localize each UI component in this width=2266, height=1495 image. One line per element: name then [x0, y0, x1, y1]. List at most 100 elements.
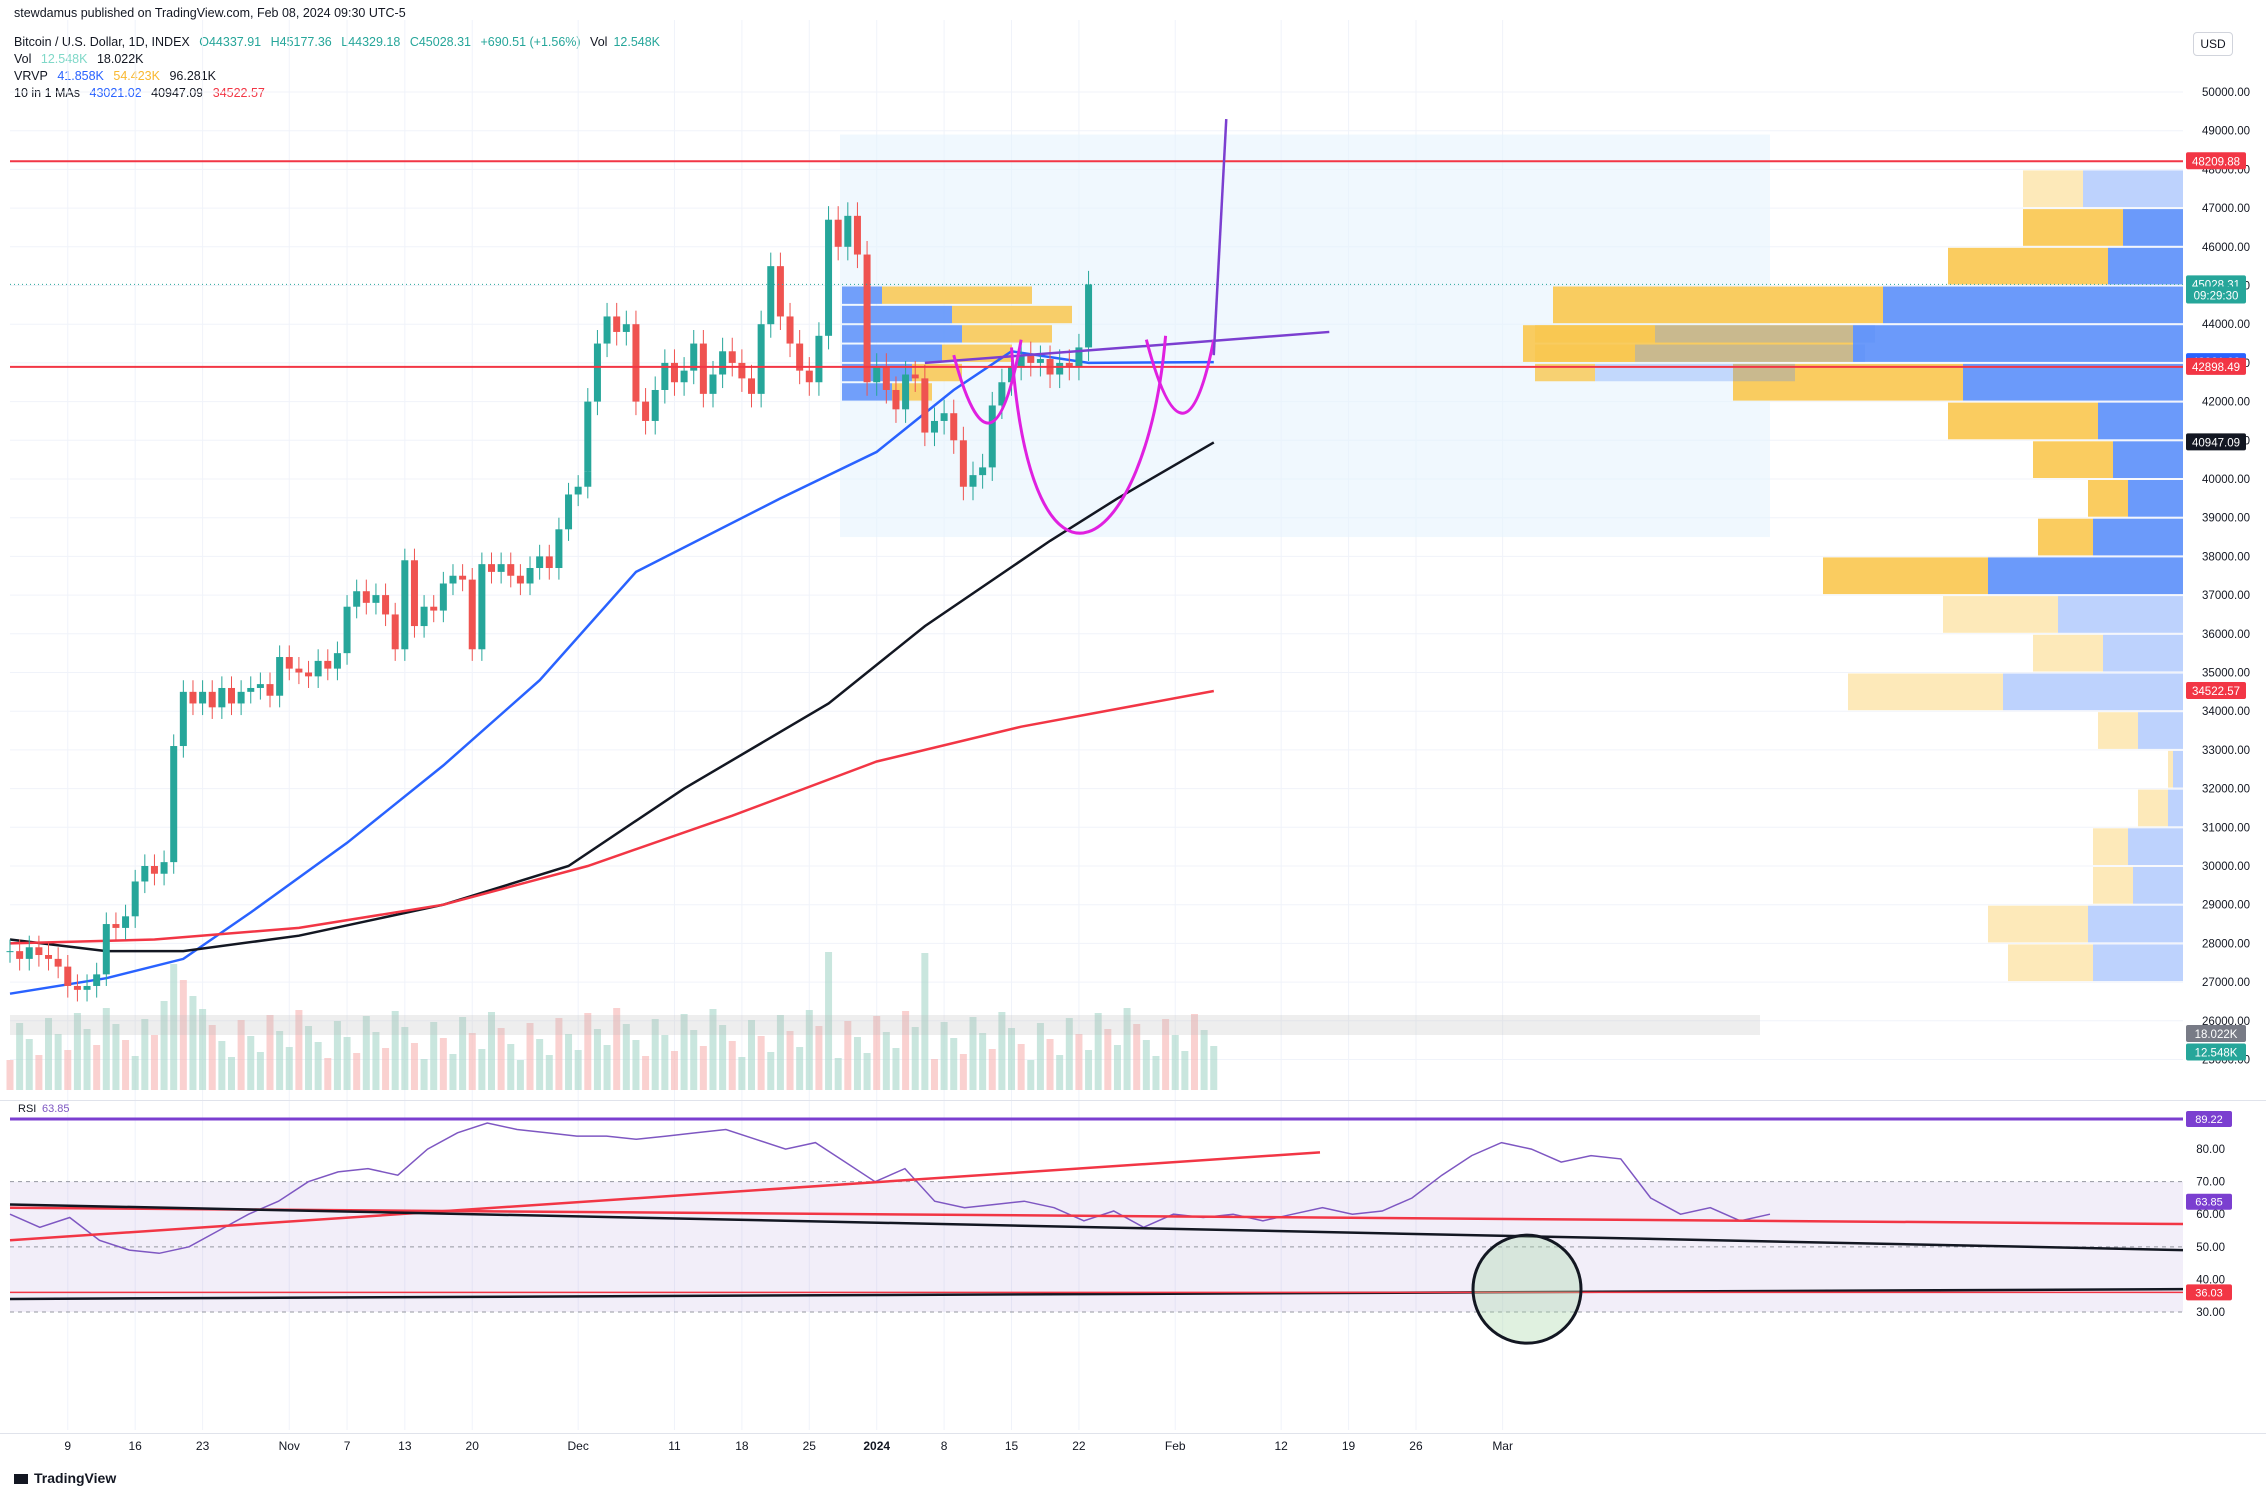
volume-bar [584, 1013, 592, 1090]
price-tick-label: 37000.00 [2202, 590, 2250, 602]
price-tick-label: 47000.00 [2202, 203, 2250, 215]
price-tick-label: 46000.00 [2202, 242, 2250, 254]
symbol-title[interactable]: Bitcoin / U.S. Dollar, 1D, INDEX [14, 35, 190, 49]
price-label-bg [2186, 286, 2246, 304]
candle-body [545, 556, 553, 569]
candle-body [372, 595, 380, 603]
rsi-red-trendline [9, 1206, 2184, 1226]
time-tick-label: 26 [1409, 1439, 1423, 1453]
volume-bar [863, 1053, 871, 1090]
volume-bar [709, 1009, 717, 1090]
vrvp-label[interactable]: VRVP [14, 69, 48, 83]
candle-body [468, 579, 476, 650]
currency-button[interactable]: USD [2193, 32, 2233, 56]
candle-body [459, 575, 467, 580]
candle-body [449, 575, 457, 584]
candle-body [488, 564, 495, 572]
volume-bar [786, 1031, 794, 1090]
candle-body [526, 568, 534, 584]
fixed-profile-up-bar [842, 344, 942, 362]
candle-body [160, 862, 168, 874]
ma100-line [9, 441, 1215, 953]
candle-body [921, 378, 929, 433]
volume-bar [526, 1023, 534, 1090]
candle-body [940, 413, 948, 421]
candle-body [6, 951, 14, 953]
candle-body [786, 316, 794, 344]
volume-bar [911, 1027, 919, 1090]
volume-bar [748, 1020, 756, 1090]
volume-bar [25, 1039, 33, 1090]
volume-bar [266, 1015, 274, 1090]
candle-body [844, 215, 852, 247]
fixed-profile-up-bar [842, 286, 882, 304]
vrvp-up-bar [2058, 596, 2183, 633]
volume-bar [362, 1016, 370, 1090]
candle-body [276, 657, 284, 696]
volume-bar [430, 1022, 438, 1090]
price-label-bg [2186, 357, 2246, 375]
rsi-tick-label: 50.00 [2196, 1242, 2225, 1254]
volume-bar [1104, 1029, 1112, 1090]
volume-bar [1181, 1051, 1189, 1090]
volume-bar [227, 1057, 235, 1090]
vrvp-up-bar [2133, 867, 2183, 904]
time-tick-label: 11 [668, 1439, 681, 1453]
time-tick-label: Nov [279, 1439, 300, 1453]
drawings-layer [10, 119, 2183, 535]
vrvp-down-bar [2138, 789, 2168, 827]
price-tick-label: 29000.00 [2202, 900, 2250, 912]
candle-body [102, 924, 110, 975]
volume-bar [295, 1010, 303, 1090]
vrvp-down-bar [2093, 867, 2133, 904]
vrvp-down-bar [2088, 480, 2128, 517]
vrvp-down-bar [2038, 518, 2093, 556]
candle-body [1036, 359, 1044, 363]
candle-body [507, 564, 515, 576]
ma-label[interactable]: 10 in 1 MAs [14, 86, 81, 100]
volume-bar [314, 1042, 322, 1090]
volume-bar [622, 1024, 630, 1090]
pane-divider[interactable] [0, 1100, 2266, 1101]
vrvp-up-bar [2093, 944, 2183, 982]
price-label: 42898.49 [2192, 362, 2240, 374]
rsi-support-line [9, 1287, 2184, 1301]
candle-body [902, 374, 910, 410]
volume-bar [959, 1054, 967, 1090]
candle-body [1065, 362, 1073, 367]
candle-body [199, 691, 207, 704]
price-tick-label: 50000.00 [2202, 87, 2250, 99]
vrvp-down-bar [1553, 286, 1883, 324]
candle-body [593, 343, 601, 402]
fixed-profile-up-bar [1635, 344, 1865, 362]
candle-body [1056, 362, 1064, 375]
volume-bar [1056, 1055, 1064, 1090]
price-tick-label: 40000.00 [2202, 474, 2250, 486]
candle-body [1085, 284, 1093, 348]
volume-bar [1036, 1023, 1044, 1090]
vrvp-down-bar [2033, 634, 2103, 672]
ma-legend: 10 in 1 MAs 43021.02 40947.09 34522.57 [14, 86, 271, 100]
volume-bar [1113, 1045, 1121, 1090]
vrvp-up-bar [2083, 170, 2183, 208]
candle-body [632, 324, 640, 402]
candle-body [401, 560, 409, 650]
candle-body [179, 691, 187, 747]
candle-body [853, 215, 861, 255]
candle-body [362, 591, 370, 603]
volume-bar [921, 953, 929, 1090]
candle-body [516, 575, 524, 584]
tradingview-brand: TradingView [34, 1470, 117, 1486]
price-tick-label: 26000.00 [2202, 1016, 2250, 1028]
candle-body [776, 266, 784, 317]
candle-body [536, 556, 544, 569]
vrvp-down-bar [1948, 247, 2108, 285]
volume-bar [545, 1055, 553, 1090]
volume-bar [439, 1038, 447, 1090]
volume-bar [950, 1038, 958, 1090]
candle-body [305, 672, 313, 677]
volume-bar [179, 980, 187, 1090]
candle-body [439, 583, 447, 611]
rsi-label-bg [2186, 1193, 2232, 1210]
